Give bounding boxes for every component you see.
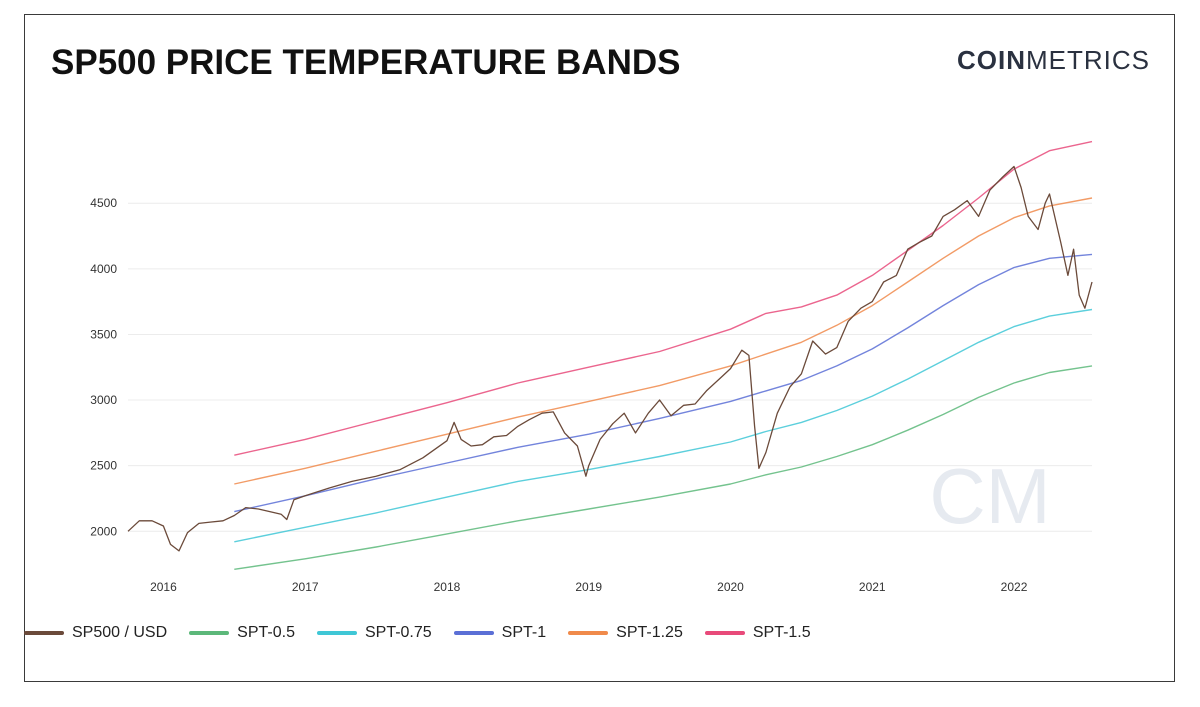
legend-swatch [316,631,357,635]
legend-item[interactable]: SPT-0.75 [316,624,432,642]
x-tick-label: 2017 [292,580,319,594]
x-tick-label: 2018 [434,580,461,594]
series-layer [127,140,1093,570]
y-axis: 2000 2500 3000 3500 4000 4500 [90,196,117,538]
brand-bold: COIN [957,45,1026,75]
series-line-spt-1-25 [234,197,1093,485]
legend-swatch [189,631,230,635]
legend-label: SPT-0.75 [364,624,432,641]
y-tick-label: 4000 [90,262,117,276]
series-line-spt-1 [234,253,1093,513]
legend-label: SPT-0.5 [237,624,295,641]
x-axis: 2016 2017 2018 2019 2020 2021 2022 [150,580,1028,594]
y-tick-label: 3000 [90,393,117,407]
legend-label: SPT-1.5 [752,624,811,641]
legend: SP500 / USD SPT-0.5 SPT-0.75 SPT-1 SPT-1.25 S… [24,624,833,642]
legend-swatch [704,631,745,635]
legend-item[interactable]: SPT-1.5 [704,624,811,642]
chart-frame: SP500 PRICE TEMPERATURE BANDS COINMETRIC… [24,14,1175,682]
legend-item[interactable]: SPT-0.5 [189,624,295,642]
legend-label: SPT-1.25 [616,624,683,641]
x-tick-label: 2020 [717,580,744,594]
brand-light: METRICS [1026,45,1150,75]
y-tick-label: 4500 [90,196,117,210]
series-line-spt-0-5 [234,365,1093,570]
legend-item[interactable]: SP500 / USD [24,624,167,642]
y-tick-label: 3500 [90,327,117,341]
x-tick-label: 2021 [859,580,886,594]
legend-label: SPT-1 [501,624,547,641]
x-tick-label: 2022 [1001,580,1028,594]
watermark: CM [929,452,1050,540]
brand-logo: COINMETRICS [957,45,1150,76]
series-line-sp500-usd [127,165,1093,552]
y-tick-label: 2000 [90,524,117,538]
chart-title: SP500 PRICE TEMPERATURE BANDS [51,43,681,82]
legend-label: SP500 / USD [72,624,168,641]
legend-item[interactable]: SPT-1 [453,624,547,642]
legend-item[interactable]: SPT-1.25 [568,624,683,642]
legend-swatch [453,631,494,635]
series-line-spt-0-75 [234,308,1093,543]
x-tick-label: 2016 [150,580,177,594]
x-tick-label: 2019 [575,580,602,594]
series-line-spt-1-5 [234,140,1093,456]
legend-swatch [24,631,64,635]
legend-swatch [568,631,609,635]
y-tick-label: 2500 [90,459,117,473]
